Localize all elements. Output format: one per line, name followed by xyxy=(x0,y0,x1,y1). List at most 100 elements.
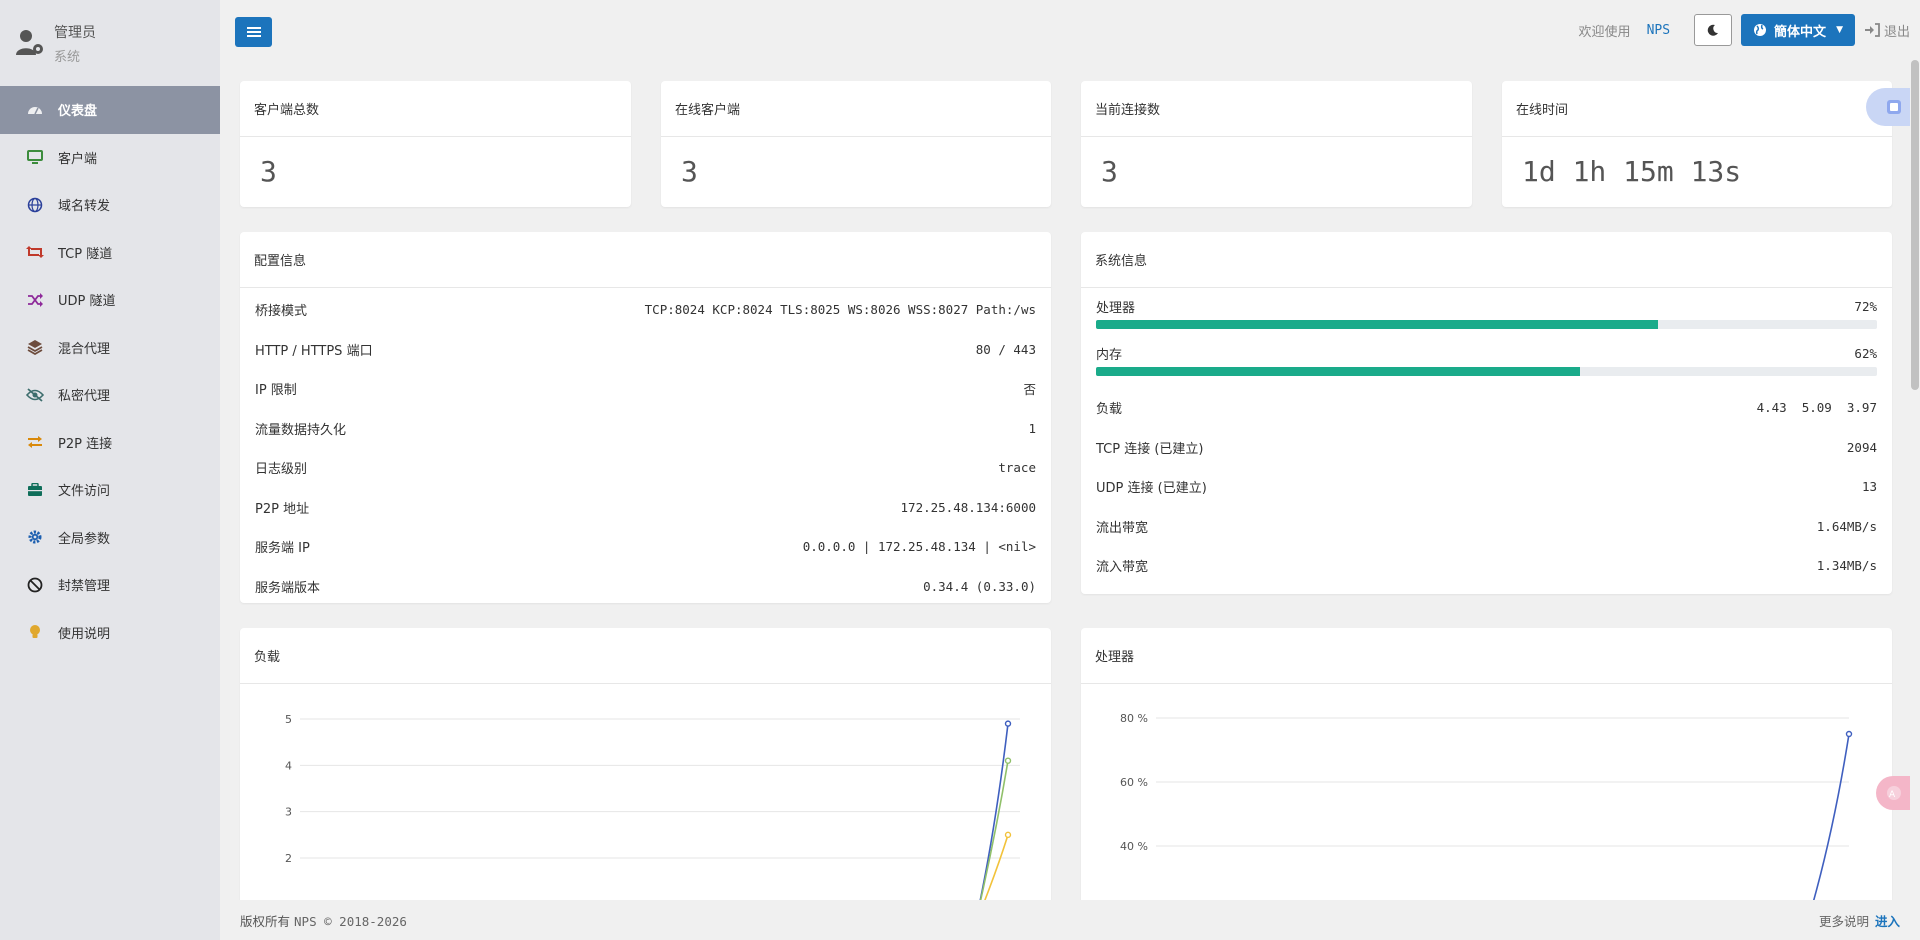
sidebar-item-label: 文件访问 xyxy=(58,484,111,500)
eye-slash-icon xyxy=(26,386,44,404)
stat-title: 在线时间 xyxy=(1502,81,1892,137)
sidebar-item-label: 仪表盘 xyxy=(58,104,98,120)
stat-card-total-clients: 客户端总数 3 xyxy=(240,81,631,207)
welcome-text: 欢迎使用 xyxy=(1578,24,1631,40)
sys-key: TCP 连接 (已建立) xyxy=(1096,441,1204,457)
config-value: 0.34.4 (0.33.0) xyxy=(923,578,1036,594)
sidebar-item-ban[interactable]: 封禁管理 xyxy=(0,561,220,609)
menu-toggle-button[interactable] xyxy=(235,17,272,47)
sidebar-item-mixed-proxy[interactable]: 混合代理 xyxy=(0,324,220,372)
floating-assistant-button[interactable] xyxy=(1866,88,1912,126)
shuffle-icon xyxy=(26,291,44,309)
stat-card-online-clients: 在线客户端 3 xyxy=(661,81,1051,207)
enter-link[interactable]: 进入 xyxy=(1874,913,1900,929)
assistant-icon xyxy=(1887,100,1901,114)
series-line xyxy=(980,834,1009,908)
sidebar-item-udp[interactable]: UDP 隧道 xyxy=(0,276,220,324)
sys-row-load: 负载 4.43 5.09 3.97 xyxy=(1081,388,1892,428)
config-key: 桥接模式 xyxy=(255,304,308,320)
user-panel: 管理员 系统 xyxy=(0,0,220,86)
config-key: P2P 地址 xyxy=(255,501,310,517)
stat-value: 3 xyxy=(1101,155,1118,188)
sidebar-item-help[interactable]: 使用说明 xyxy=(0,609,220,657)
config-value: 172.25.48.134:6000 xyxy=(900,499,1036,515)
gear-icon xyxy=(26,528,44,546)
config-value: TCP:8024 KCP:8024 TLS:8025 WS:8026 WSS:8… xyxy=(644,302,1036,318)
sys-row-out-bandwidth: 流出带宽 1.64MB/s xyxy=(1081,507,1892,547)
data-point[interactable] xyxy=(1004,831,1012,839)
sidebar-item-p2p[interactable]: P2P 连接 xyxy=(0,419,220,467)
stat-value: 3 xyxy=(260,155,277,188)
sidebar-item-label: TCP 隧道 xyxy=(58,246,113,262)
logout-button[interactable]: 退出 xyxy=(1864,21,1910,40)
globe-icon xyxy=(1754,24,1767,36)
cpu-chart-title: 处理器 xyxy=(1081,628,1892,684)
brand-link[interactable]: NPS xyxy=(1646,22,1671,38)
config-value: 80 / 443 xyxy=(975,341,1036,357)
data-point[interactable] xyxy=(1004,757,1012,764)
sidebar-item-label: 混合代理 xyxy=(58,341,111,357)
sys-row-tcp: TCP 连接 (已建立) 2094 xyxy=(1081,428,1892,468)
sys-key: 流出带宽 xyxy=(1096,520,1149,536)
series-line xyxy=(1810,733,1850,908)
theme-toggle-button[interactable] xyxy=(1694,14,1733,46)
copyright-brand: NPS © 2018-2026 xyxy=(294,913,407,929)
cpu-chart: 40 % 60 % 80 % xyxy=(1120,712,1853,908)
config-row-p2p: P2P 地址 172.25.48.134:6000 xyxy=(240,488,1051,528)
series-line xyxy=(977,723,1009,908)
y-tick-label: 80 % xyxy=(1120,712,1148,725)
y-tick-label: 5 xyxy=(285,713,292,726)
sys-key: UDP 连接 (已建立) xyxy=(1096,481,1207,497)
sidebar: 管理员 系统 仪表盘 客户端 域名转发 TCP 隧道 UDP 隧道 xyxy=(0,0,220,940)
system-info-card: 系统信息 处理器 72% 内存 62% 负载 4.43 5.09 3.97 TCP 连… xyxy=(1081,232,1892,594)
load-chart: 2 3 4 5 xyxy=(285,713,1020,908)
y-tick-label: 3 xyxy=(285,806,292,819)
config-key: 服务端版本 xyxy=(255,580,321,596)
config-key: 日志级别 xyxy=(255,462,308,478)
cpu-label: 处理器 xyxy=(1096,300,1136,316)
sidebar-item-global-params[interactable]: 全局参数 xyxy=(0,514,220,562)
config-row-http: HTTP / HTTPS 端口 80 / 443 xyxy=(240,330,1051,370)
language-dropdown[interactable]: 簡体中文 ▼ xyxy=(1741,14,1855,46)
y-tick-label: 4 xyxy=(285,759,292,772)
config-title: 配置信息 xyxy=(240,232,1051,288)
sidebar-item-dashboard[interactable]: 仪表盘 xyxy=(0,86,220,134)
sys-row-in-bandwidth: 流入带宽 1.34MB/s xyxy=(1081,546,1892,586)
config-key: HTTP / HTTPS 端口 xyxy=(255,343,373,359)
stat-value: 3 xyxy=(681,155,698,188)
user-role: 系统 xyxy=(54,49,81,65)
sidebar-item-clients[interactable]: 客户端 xyxy=(0,134,220,182)
sidebar-item-label: 使用说明 xyxy=(58,626,111,642)
config-row-bridge: 桥接模式 TCP:8024 KCP:8024 TLS:8025 WS:8026 W… xyxy=(240,290,1051,330)
lightbulb-icon xyxy=(26,623,44,641)
sidebar-item-file-access[interactable]: 文件访问 xyxy=(0,466,220,514)
config-row-log-level: 日志级别 trace xyxy=(240,448,1051,488)
system-title: 系统信息 xyxy=(1081,232,1892,288)
sidebar-item-tcp[interactable]: TCP 隧道 xyxy=(0,229,220,277)
ban-icon xyxy=(26,576,44,594)
config-value: trace xyxy=(998,460,1036,476)
config-value: 0.0.0.0 | 172.25.48.134 | <nil> xyxy=(802,539,1036,555)
data-point[interactable] xyxy=(1845,730,1853,738)
data-point[interactable] xyxy=(1004,720,1012,727)
toolbox-icon xyxy=(26,481,44,499)
sidebar-item-domain[interactable]: 域名转发 xyxy=(0,181,220,229)
page-scrollbar[interactable] xyxy=(1910,0,1920,940)
config-row-server-ip: 服务端 IP 0.0.0.0 | 172.25.48.134 | <nil> xyxy=(240,527,1051,567)
config-row-persistence: 流量数据持久化 1 xyxy=(240,409,1051,449)
caret-down-icon: ▼ xyxy=(1836,25,1843,35)
retweet-icon xyxy=(26,243,44,261)
cpu-progress-fill xyxy=(1096,320,1659,329)
moon-icon xyxy=(1707,24,1719,36)
sys-key: 负载 xyxy=(1096,402,1123,418)
sidebar-item-label: 客户端 xyxy=(58,151,98,167)
scrollbar-thumb[interactable] xyxy=(1911,60,1919,390)
sidebar-item-label: 封禁管理 xyxy=(58,579,111,595)
floating-translate-button[interactable]: A xyxy=(1876,776,1912,810)
sys-value: 2094 xyxy=(1846,439,1877,455)
config-info-card: 配置信息 桥接模式 TCP:8024 KCP:8024 TLS:8025 WS:8… xyxy=(240,232,1051,603)
config-value: 1 xyxy=(1028,420,1036,436)
layers-icon xyxy=(26,338,44,356)
series-line xyxy=(978,760,1009,908)
sidebar-item-secret-proxy[interactable]: 私密代理 xyxy=(0,371,220,419)
